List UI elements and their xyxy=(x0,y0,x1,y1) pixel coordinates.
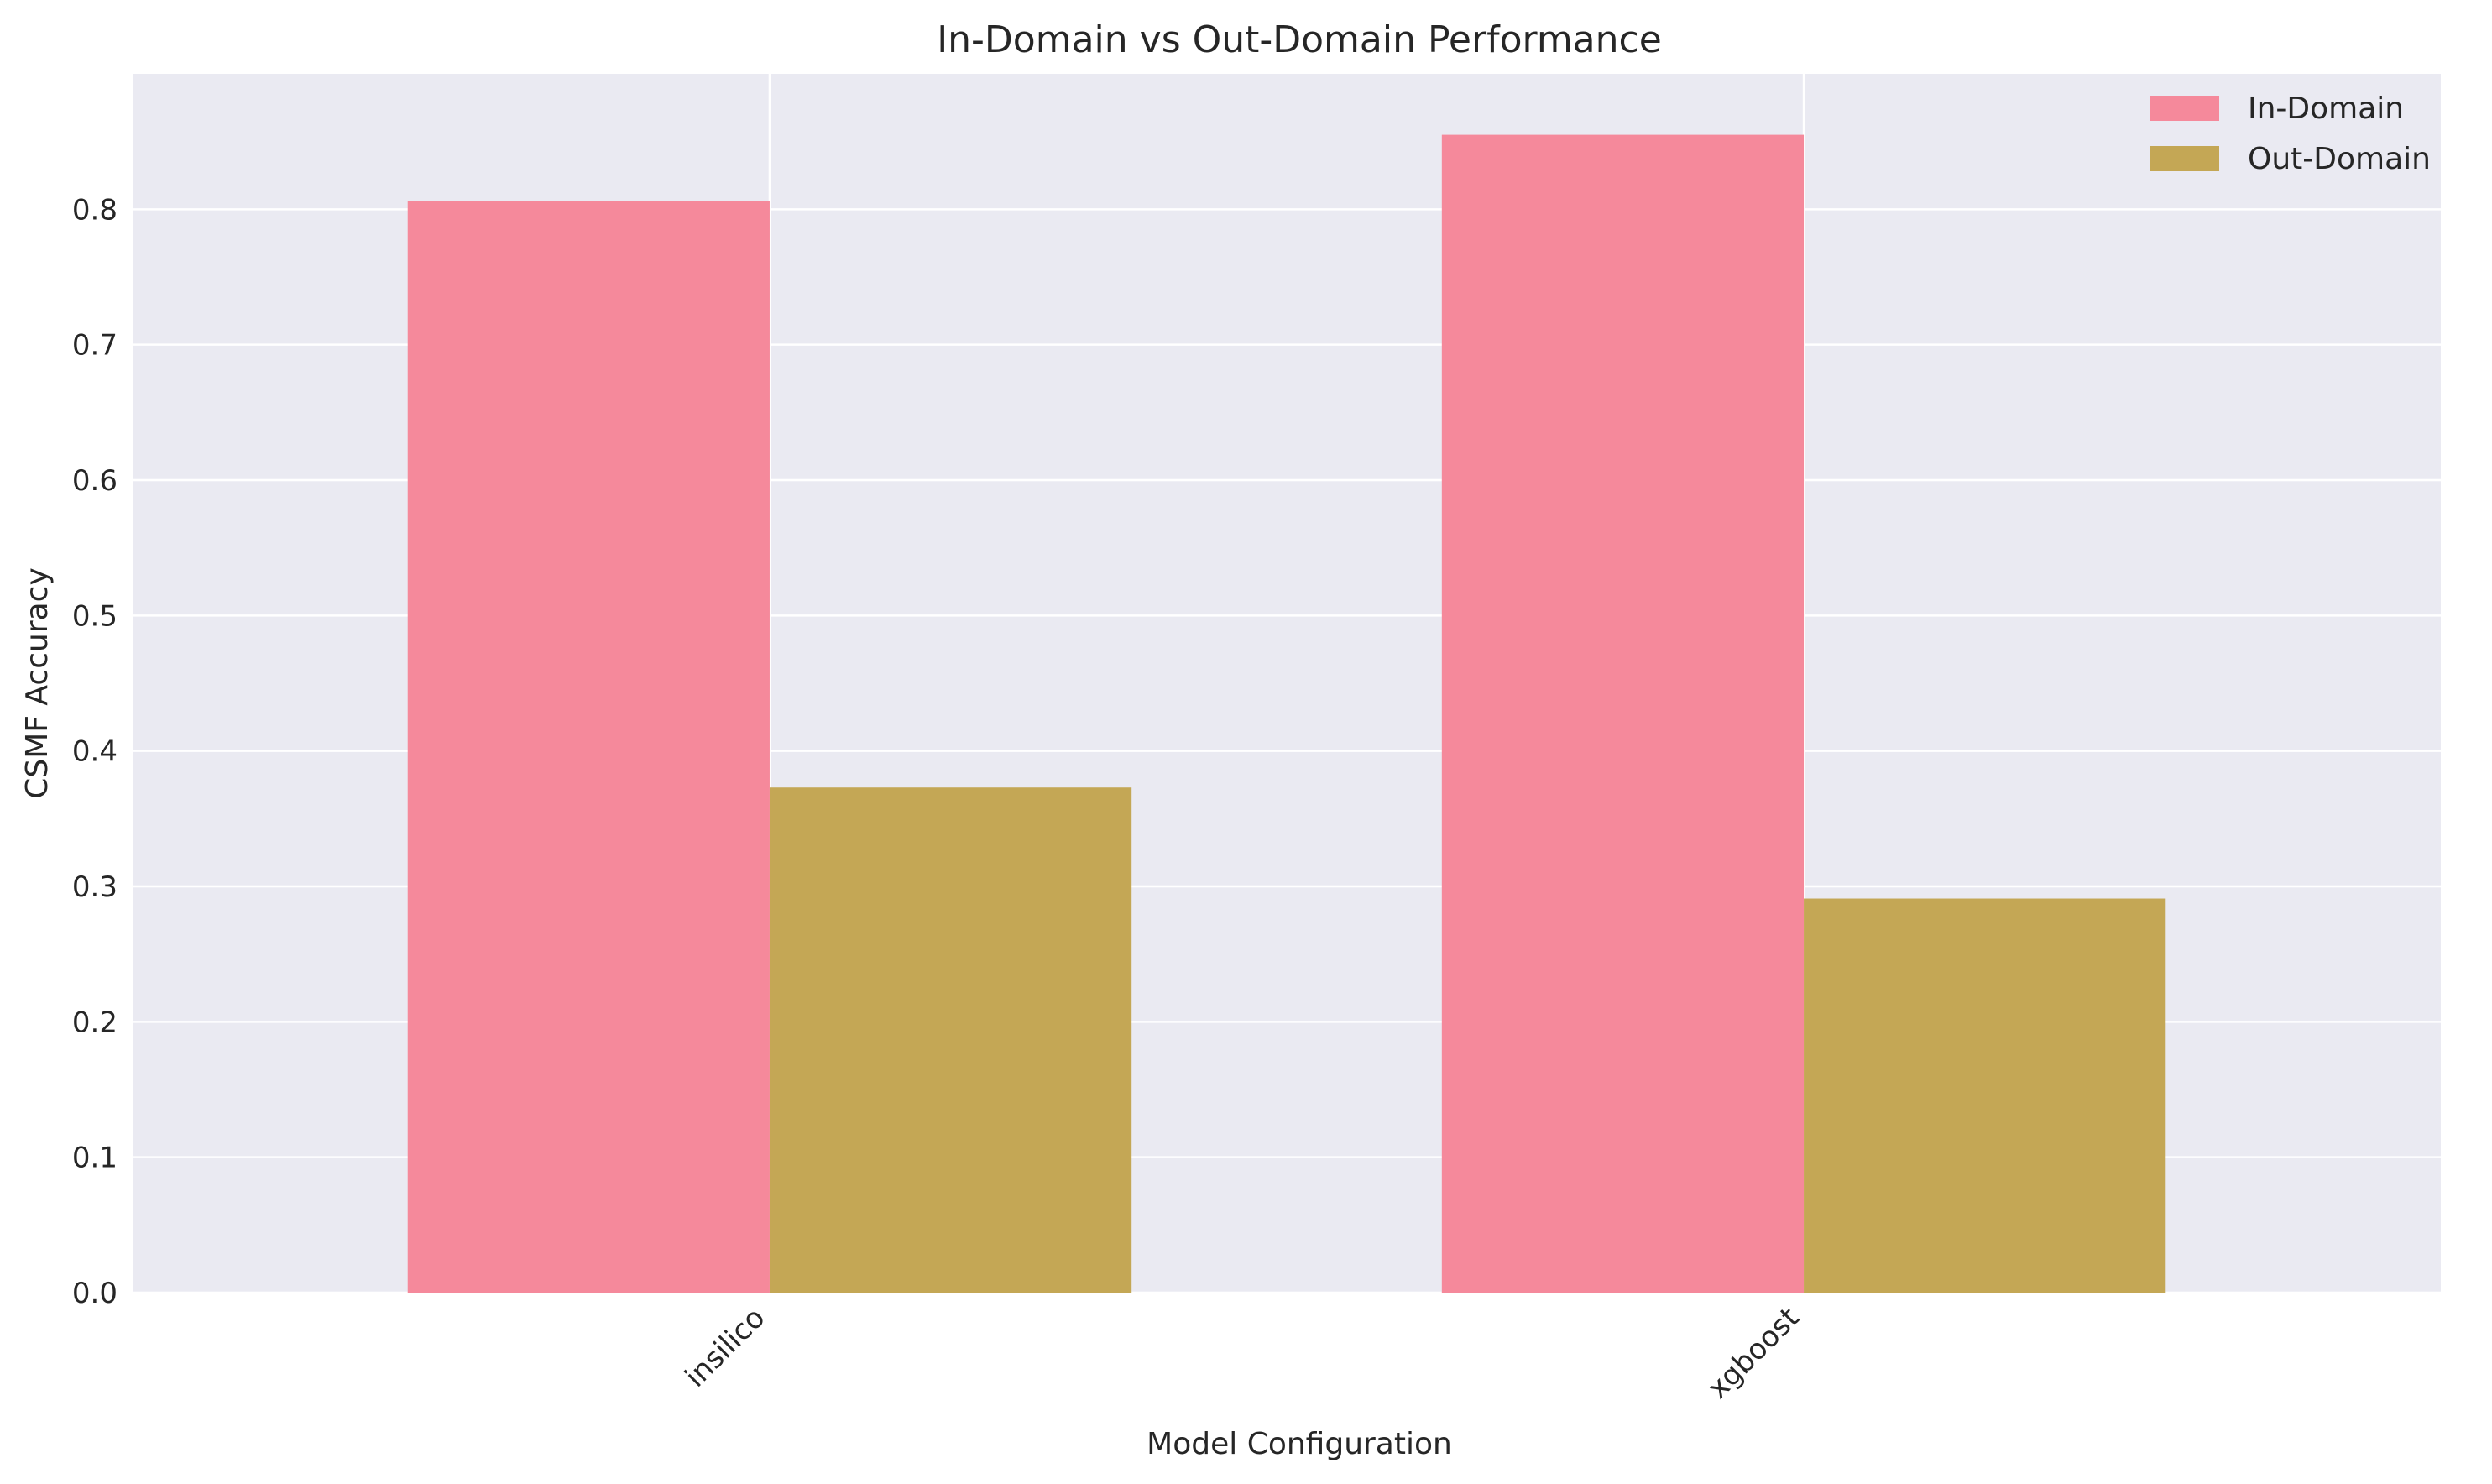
y-tick-label: 0.1 xyxy=(72,1142,118,1175)
y-tick-label: 0.5 xyxy=(72,599,118,633)
y-tick-label: 0.2 xyxy=(72,1006,118,1039)
y-axis-ticks: 0.0 0.1 0.2 0.3 0.4 0.5 0.6 0.7 0.8 xyxy=(72,193,118,1310)
y-axis-label: CSMF Accuracy xyxy=(20,567,55,799)
legend-label: In-Domain xyxy=(2248,91,2404,126)
bars xyxy=(407,134,2166,1293)
bar-in-domain-xgboost xyxy=(1441,134,1805,1293)
y-tick-label: 0.8 xyxy=(72,193,118,227)
legend-label: Out-Domain xyxy=(2248,142,2431,176)
bar-out-domain-insilico xyxy=(769,787,1132,1293)
chart-title: In-Domain vs Out-Domain Performance xyxy=(937,18,1662,61)
x-tick-label: insilico xyxy=(679,1301,772,1394)
x-axis-ticks: insilico xgboost xyxy=(679,1301,1806,1405)
x-tick-label: xgboost xyxy=(1701,1301,1805,1405)
legend-swatch xyxy=(2150,146,2219,171)
legend-swatch xyxy=(2150,96,2219,121)
y-tick-label: 0.4 xyxy=(72,735,118,769)
y-tick-label: 0.7 xyxy=(72,329,118,363)
bar-in-domain-insilico xyxy=(407,201,770,1293)
y-tick-label: 0.6 xyxy=(72,464,118,498)
x-axis-label: Model Configuration xyxy=(1147,1427,1452,1461)
y-tick-label: 0.0 xyxy=(72,1277,118,1310)
y-tick-label: 0.3 xyxy=(72,870,118,904)
bar-out-domain-xgboost xyxy=(1804,898,2166,1293)
legend: In-Domain Out-Domain xyxy=(2150,91,2431,176)
